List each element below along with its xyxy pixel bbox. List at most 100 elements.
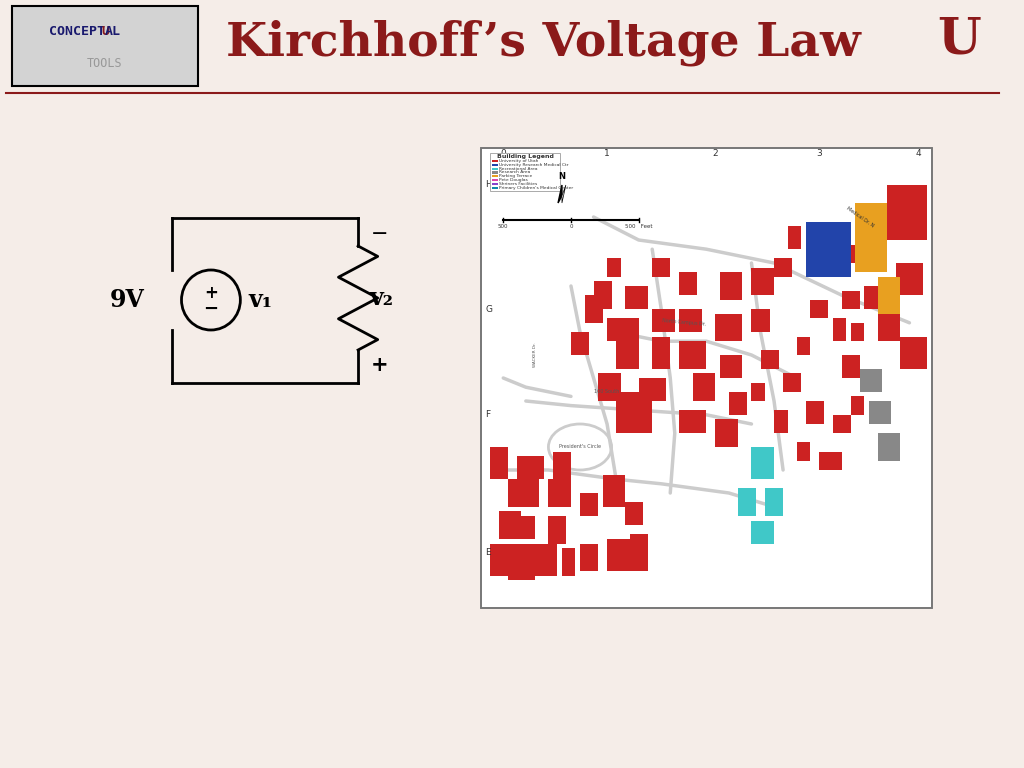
Bar — [720, 272, 742, 300]
Bar — [752, 521, 774, 544]
Text: E: E — [485, 548, 490, 558]
Bar — [480, 148, 932, 608]
Bar — [585, 295, 602, 323]
Bar — [896, 263, 923, 295]
Text: University of Utah: University of Utah — [499, 159, 538, 163]
Bar — [833, 318, 846, 341]
Text: Parking Terrace: Parking Terrace — [499, 174, 531, 178]
Bar — [738, 488, 756, 516]
Bar — [842, 355, 860, 378]
Bar — [774, 258, 793, 276]
Bar — [580, 544, 598, 571]
Bar — [489, 153, 560, 191]
Bar — [752, 267, 774, 295]
Text: 0: 0 — [569, 223, 572, 229]
Bar — [679, 341, 707, 369]
Text: TOOLS: TOOLS — [87, 57, 123, 70]
Bar — [819, 258, 838, 276]
Bar — [868, 401, 891, 424]
Bar — [752, 309, 770, 332]
Bar — [580, 493, 598, 516]
Bar — [616, 341, 639, 369]
Bar — [602, 475, 625, 507]
Bar — [639, 378, 666, 401]
Text: Recreational Area: Recreational Area — [499, 167, 537, 170]
Bar — [493, 167, 498, 170]
Bar — [851, 323, 864, 341]
Bar — [517, 516, 535, 539]
Text: v₁: v₁ — [248, 288, 272, 312]
Text: +: + — [204, 284, 218, 302]
Bar — [806, 222, 851, 276]
Text: Primary Children's Medical Center: Primary Children's Medical Center — [499, 186, 572, 190]
Bar — [489, 544, 508, 576]
Bar — [549, 479, 571, 507]
Text: +: + — [371, 355, 388, 375]
Polygon shape — [562, 185, 566, 203]
Bar — [797, 336, 810, 355]
Text: U: U — [101, 25, 109, 38]
Bar — [878, 276, 900, 313]
Bar — [833, 415, 851, 433]
Text: N: N — [558, 172, 565, 181]
Text: F: F — [485, 410, 490, 419]
Bar — [864, 286, 883, 309]
Bar — [679, 410, 707, 433]
Bar — [887, 185, 928, 240]
Bar — [810, 300, 828, 318]
Bar — [752, 382, 765, 401]
Bar — [774, 410, 787, 433]
Bar — [493, 187, 498, 189]
Text: 4: 4 — [915, 150, 922, 158]
Bar — [819, 452, 842, 470]
Bar — [797, 442, 810, 461]
Bar — [493, 164, 498, 166]
Bar — [765, 488, 783, 516]
Text: 2: 2 — [713, 150, 718, 158]
Text: H: H — [485, 180, 492, 189]
Bar — [900, 336, 928, 369]
Bar — [625, 286, 648, 309]
Bar — [493, 175, 498, 177]
Bar — [860, 369, 883, 392]
Bar — [855, 204, 887, 272]
Bar — [535, 544, 557, 576]
Bar — [652, 258, 671, 276]
Bar — [783, 373, 801, 392]
Bar — [842, 244, 855, 263]
Text: 3: 3 — [816, 150, 822, 158]
Text: Shriners Facilities: Shriners Facilities — [499, 182, 537, 186]
Text: 500: 500 — [498, 223, 509, 229]
Bar — [493, 183, 498, 185]
Bar — [493, 179, 498, 181]
Bar — [607, 258, 621, 276]
Text: 500   Feet: 500 Feet — [625, 223, 652, 229]
Text: −: − — [204, 300, 218, 318]
Bar — [493, 160, 498, 162]
Bar — [878, 313, 900, 341]
Bar — [761, 350, 778, 369]
Bar — [752, 447, 774, 479]
Bar — [571, 332, 589, 355]
Bar — [652, 309, 675, 332]
Text: AL: AL — [105, 25, 121, 38]
Bar — [517, 456, 544, 479]
Text: Medical Dr. N: Medical Dr. N — [845, 206, 874, 228]
Text: Research Area: Research Area — [499, 170, 529, 174]
Bar — [679, 309, 701, 332]
Text: U: U — [938, 15, 981, 65]
Text: Building Legend: Building Legend — [497, 154, 554, 159]
Bar — [787, 227, 801, 249]
Bar — [851, 396, 864, 415]
Bar — [693, 373, 716, 401]
Bar — [493, 171, 498, 174]
Bar — [625, 502, 643, 525]
Text: University Research Medical Ctr: University Research Medical Ctr — [499, 163, 568, 167]
Bar — [716, 419, 738, 447]
Bar — [508, 479, 540, 507]
Bar — [607, 318, 639, 341]
Text: President's Circle: President's Circle — [559, 445, 601, 449]
Bar — [652, 336, 671, 369]
Bar — [616, 392, 652, 433]
Text: WACKER Dr.: WACKER Dr. — [532, 343, 537, 367]
